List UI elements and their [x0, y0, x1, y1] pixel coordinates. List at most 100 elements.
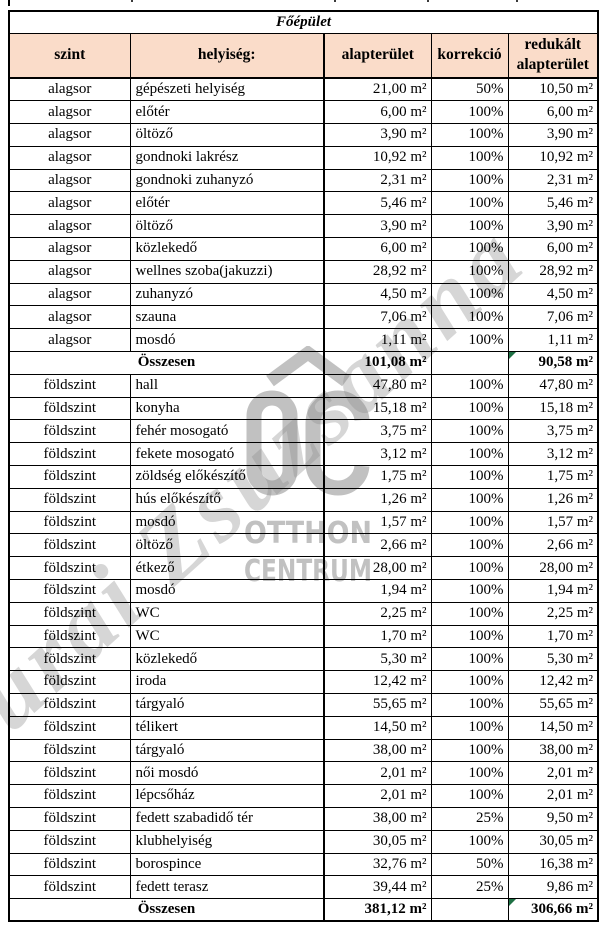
correction-cell: 100% — [430, 670, 509, 695]
table-row: földszint hús előkészítő 1,26 m² 100% 1,26 m… — [8, 487, 599, 512]
reduced-area-cell: 7,06 m² — [507, 305, 599, 330]
reduced-area-cell: 3,90 m² — [507, 123, 599, 147]
correction-cell: 100% — [430, 282, 509, 307]
reduced-area-cell: 1,57 m² — [507, 510, 599, 535]
correction-cell: 100% — [430, 259, 509, 284]
reduced-area-cell: 9,50 m² — [507, 807, 599, 831]
reduced-area-cell: 2,31 m² — [507, 168, 599, 193]
area-cell: 1,57 m² — [323, 510, 432, 535]
total-correction-cell — [430, 351, 509, 375]
correction-cell: 100% — [430, 100, 509, 125]
correction-cell: 100% — [430, 556, 509, 581]
room-cell: tárgyaló — [129, 738, 325, 763]
table-row: alagsor mosdó 1,11 m² 100% 1,11 m² — [8, 328, 599, 353]
scan-artifact — [334, 0, 336, 2]
level-cell: földszint — [8, 556, 131, 581]
reduced-area-cell: 2,01 m² — [507, 784, 599, 808]
reduced-area-cell: 3,75 m² — [507, 419, 599, 444]
table-row: földszint klubhelyiség 30,05 m² 100% 30,05 m… — [8, 829, 599, 854]
scan-artifact — [427, 0, 429, 2]
reduced-area-cell: 3,12 m² — [507, 442, 599, 467]
area-cell: 3,75 m² — [323, 419, 432, 444]
table-row: földszint fedett szabadidő tér 38,00 m² 25%… — [8, 807, 599, 831]
level-cell: alagsor — [8, 214, 131, 239]
correction-cell: 100% — [430, 579, 509, 603]
scan-artifact — [131, 0, 133, 2]
area-cell: 3,90 m² — [323, 214, 432, 239]
area-cell: 1,11 m² — [323, 328, 432, 353]
area-cell: 6,00 m² — [323, 237, 432, 261]
level-cell: földszint — [8, 419, 131, 444]
level-cell: földszint — [8, 875, 131, 900]
formula-marker-icon — [509, 899, 516, 907]
level-cell: földszint — [8, 533, 131, 558]
correction-cell: 100% — [430, 510, 509, 535]
area-cell: 12,42 m² — [323, 670, 432, 695]
table-row: alagsor zuhanyzó 4,50 m² 100% 4,50 m² — [8, 282, 599, 307]
area-cell: 2,01 m² — [323, 784, 432, 808]
table-row: földszint konyha 15,18 m² 100% 15,18 m² — [8, 396, 599, 421]
table-row: földszint közlekedő 5,30 m² 100% 5,30 m² — [8, 647, 599, 672]
table-row: alagsor wellnes szoba(jakuzzi) 28,92 m² 100… — [8, 259, 599, 284]
correction-cell: 100% — [430, 145, 509, 170]
reduced-area-cell: 14,50 m² — [507, 715, 599, 740]
correction-cell: 100% — [430, 396, 509, 421]
level-cell: földszint — [8, 442, 131, 467]
level-cell: alagsor — [8, 100, 131, 125]
area-cell: 1,26 m² — [323, 487, 432, 512]
area-cell: 21,00 m² — [323, 77, 432, 102]
room-cell: zöldség előkészítő — [129, 465, 325, 489]
correction-cell: 100% — [430, 419, 509, 444]
table-row: földszint fedett terasz 39,44 m² 25% 9,86 m² — [8, 875, 599, 900]
table-row: földszint hall 47,80 m² 100% 47,80 m² — [8, 373, 599, 398]
correction-cell: 100% — [430, 214, 509, 239]
total-reduced-area-cell: 90,58 m² — [507, 351, 599, 375]
room-cell: konyha — [129, 396, 325, 421]
reduced-area-cell: 1,26 m² — [507, 487, 599, 512]
table-row: alagsor öltöző 3,90 m² 100% 3,90 m² — [8, 214, 599, 239]
room-cell: étkező — [129, 556, 325, 581]
level-cell: alagsor — [8, 145, 131, 170]
area-cell: 1,94 m² — [323, 579, 432, 603]
table-row: földszint tárgyaló 38,00 m² 100% 38,00 m² — [8, 738, 599, 763]
reduced-area-cell: 1,70 m² — [507, 624, 599, 649]
room-cell: közlekedő — [129, 237, 325, 261]
correction-cell: 100% — [430, 191, 509, 216]
table-row: alagsor előtér 5,46 m² 100% 5,46 m² — [8, 191, 599, 216]
table-row: alagsor öltöző 3,90 m² 100% 3,90 m² — [8, 123, 599, 147]
correction-cell: 100% — [430, 328, 509, 353]
room-cell: WC — [129, 601, 325, 626]
area-cell: 38,00 m² — [323, 807, 432, 831]
reduced-area-cell: 2,01 m² — [507, 761, 599, 786]
level-cell: alagsor — [8, 305, 131, 330]
correction-cell: 100% — [430, 738, 509, 763]
table-row: földszint mosdó 1,57 m² 100% 1,57 m² — [8, 510, 599, 535]
level-cell: földszint — [8, 670, 131, 695]
reduced-area-cell: 1,11 m² — [507, 328, 599, 353]
table-row: földszint fekete mosogató 3,12 m² 100% 3,12 … — [8, 442, 599, 467]
correction-cell: 100% — [430, 829, 509, 854]
scan-artifact — [516, 0, 518, 2]
level-cell: földszint — [8, 738, 131, 763]
col-header-alapterulet: alapterület — [323, 32, 432, 79]
room-cell: fedett terasz — [129, 875, 325, 900]
reduced-area-cell: 16,38 m² — [507, 852, 599, 877]
area-cell: 5,30 m² — [323, 647, 432, 672]
area-cell: 5,46 m² — [323, 191, 432, 216]
table-row: alagsor gondnoki zuhanyzó 2,31 m² 100% 2,31 … — [8, 168, 599, 193]
level-cell: földszint — [8, 601, 131, 626]
room-cell: klubhelyiség — [129, 829, 325, 854]
room-cell: fehér mosogató — [129, 419, 325, 444]
area-cell: 30,05 m² — [323, 829, 432, 854]
level-cell: alagsor — [8, 191, 131, 216]
reduced-area-cell: 38,00 m² — [507, 738, 599, 763]
level-cell: földszint — [8, 784, 131, 808]
room-cell: gondnoki lakrész — [129, 145, 325, 170]
reduced-area-cell: 12,42 m² — [507, 670, 599, 695]
correction-cell: 100% — [430, 647, 509, 672]
table-row: földszint lépcsőház 2,01 m² 100% 2,01 m² — [8, 784, 599, 808]
area-cell: 7,06 m² — [323, 305, 432, 330]
reduced-area-cell: 10,92 m² — [507, 145, 599, 170]
table-row: földszint tárgyaló 55,65 m² 100% 55,65 m² — [8, 693, 599, 717]
correction-cell: 50% — [430, 77, 509, 102]
